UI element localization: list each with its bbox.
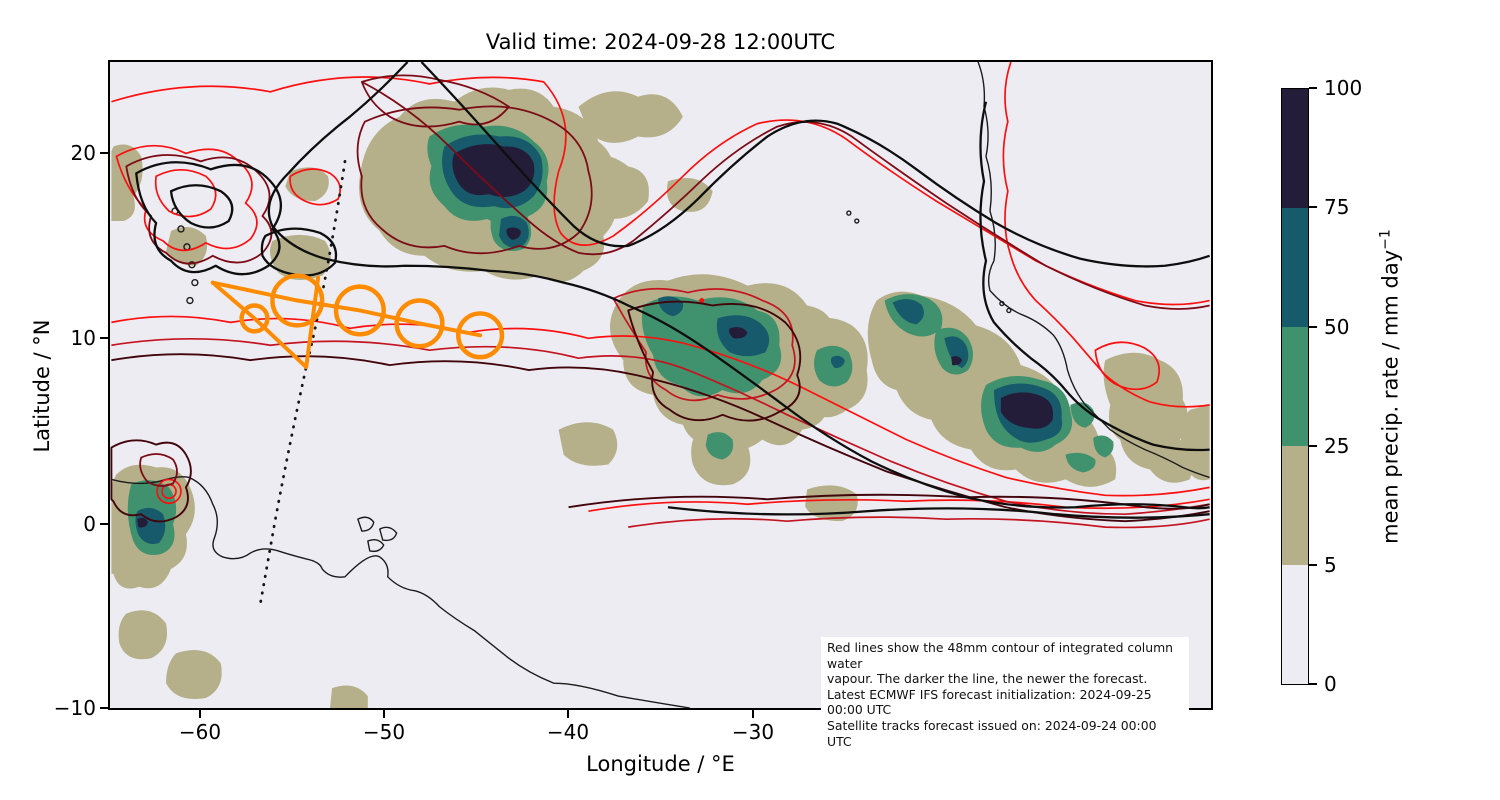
colorbar-tick-mark <box>1309 683 1317 685</box>
x-axis-label: Longitude / °E <box>586 752 735 776</box>
colorbar-segment-50-75 <box>1282 208 1308 327</box>
map-canvas <box>110 62 1210 708</box>
south-america-coastline <box>111 476 690 708</box>
colorbar-tick-mark <box>1309 206 1317 208</box>
annotation-line-2: vapour. The darker the line, the newer t… <box>827 671 1148 687</box>
colorbar <box>1281 88 1309 685</box>
track-circle-3 <box>333 284 386 337</box>
track-circle-4 <box>394 298 445 349</box>
colorbar-tick-label: 100 <box>1324 76 1363 100</box>
coastline-layer <box>111 62 1210 708</box>
x-tick-mark <box>199 710 201 718</box>
annotation-line-3: Latest ECMWF IFS forecast initialization… <box>827 686 1152 718</box>
y-tick-mark <box>100 523 108 525</box>
x-tick-label: −60 <box>178 720 222 744</box>
colorbar-segment-75-100 <box>1282 89 1308 208</box>
colorbar-tick-mark <box>1309 326 1317 328</box>
x-tick-mark <box>567 710 569 718</box>
track-circle-5 <box>456 311 505 360</box>
cape-verde-islands <box>846 210 1012 314</box>
africa-coastline <box>977 62 1210 479</box>
y-axis-label: Latitude / °N <box>30 319 54 453</box>
icwv-contour-forecast-3 <box>361 81 1210 310</box>
x-tick-label: −40 <box>546 720 590 744</box>
x-tick-label: −50 <box>362 720 406 744</box>
colorbar-tick-label: 75 <box>1324 195 1350 219</box>
precip-fill-khaki-layer <box>111 87 1210 708</box>
amazon-delta-islands <box>357 516 398 553</box>
y-tick-label: 0 <box>83 512 96 536</box>
x-tick-mark <box>752 710 754 718</box>
track-circle-1 <box>239 303 270 334</box>
storm-track-main-line <box>210 280 483 338</box>
colorbar-segment-0-5 <box>1282 565 1308 684</box>
colorbar-segment-25-50 <box>1282 327 1308 446</box>
colorbar-label-superscript: −1 <box>1377 229 1394 250</box>
colorbar-tick-label: 25 <box>1324 434 1350 458</box>
colorbar-label-text: mean precip. rate / mm day <box>1378 249 1403 544</box>
icwv-contour-forecast-oldest <box>111 76 1210 306</box>
storm-track-orange <box>210 273 505 370</box>
colorbar-segment-5-25 <box>1282 446 1308 565</box>
map-plot <box>108 60 1213 710</box>
colorbar-tick-mark <box>1309 564 1317 566</box>
y-tick-mark <box>100 707 108 709</box>
annotation-line-1: Red lines show the 48mm contour of integ… <box>827 640 1173 671</box>
y-tick-label: 20 <box>70 141 96 165</box>
annotation-box: Red lines show the 48mm contour of integ… <box>821 637 1189 753</box>
precip-fill-navy-layer <box>137 144 1054 528</box>
icwv-contour-forecast-newest <box>267 62 1210 510</box>
colorbar-label: mean precip. rate / mm day−1 <box>1378 177 1403 597</box>
colorbar-tick-mark <box>1309 445 1317 447</box>
satellite-dotted-track <box>258 159 347 611</box>
colorbar-tick-label: 50 <box>1324 315 1350 339</box>
x-tick-label: −30 <box>731 720 775 744</box>
y-tick-mark <box>100 337 108 339</box>
colorbar-tick-label: 0 <box>1324 672 1337 696</box>
y-tick-mark <box>100 152 108 154</box>
track-circle-2 <box>270 273 325 328</box>
colorbar-tick-mark <box>1309 87 1317 89</box>
y-tick-label: −10 <box>53 696 96 720</box>
colorbar-tick-label: 5 <box>1324 553 1337 577</box>
icwv-minimum-marker <box>699 298 705 304</box>
y-tick-label: 10 <box>70 326 96 350</box>
figure-title: Valid time: 2024-09-28 12:00UTC <box>485 30 836 54</box>
annotation-line-4: Satellite tracks forecast issued on: 202… <box>827 717 1157 749</box>
x-tick-mark <box>383 710 385 718</box>
